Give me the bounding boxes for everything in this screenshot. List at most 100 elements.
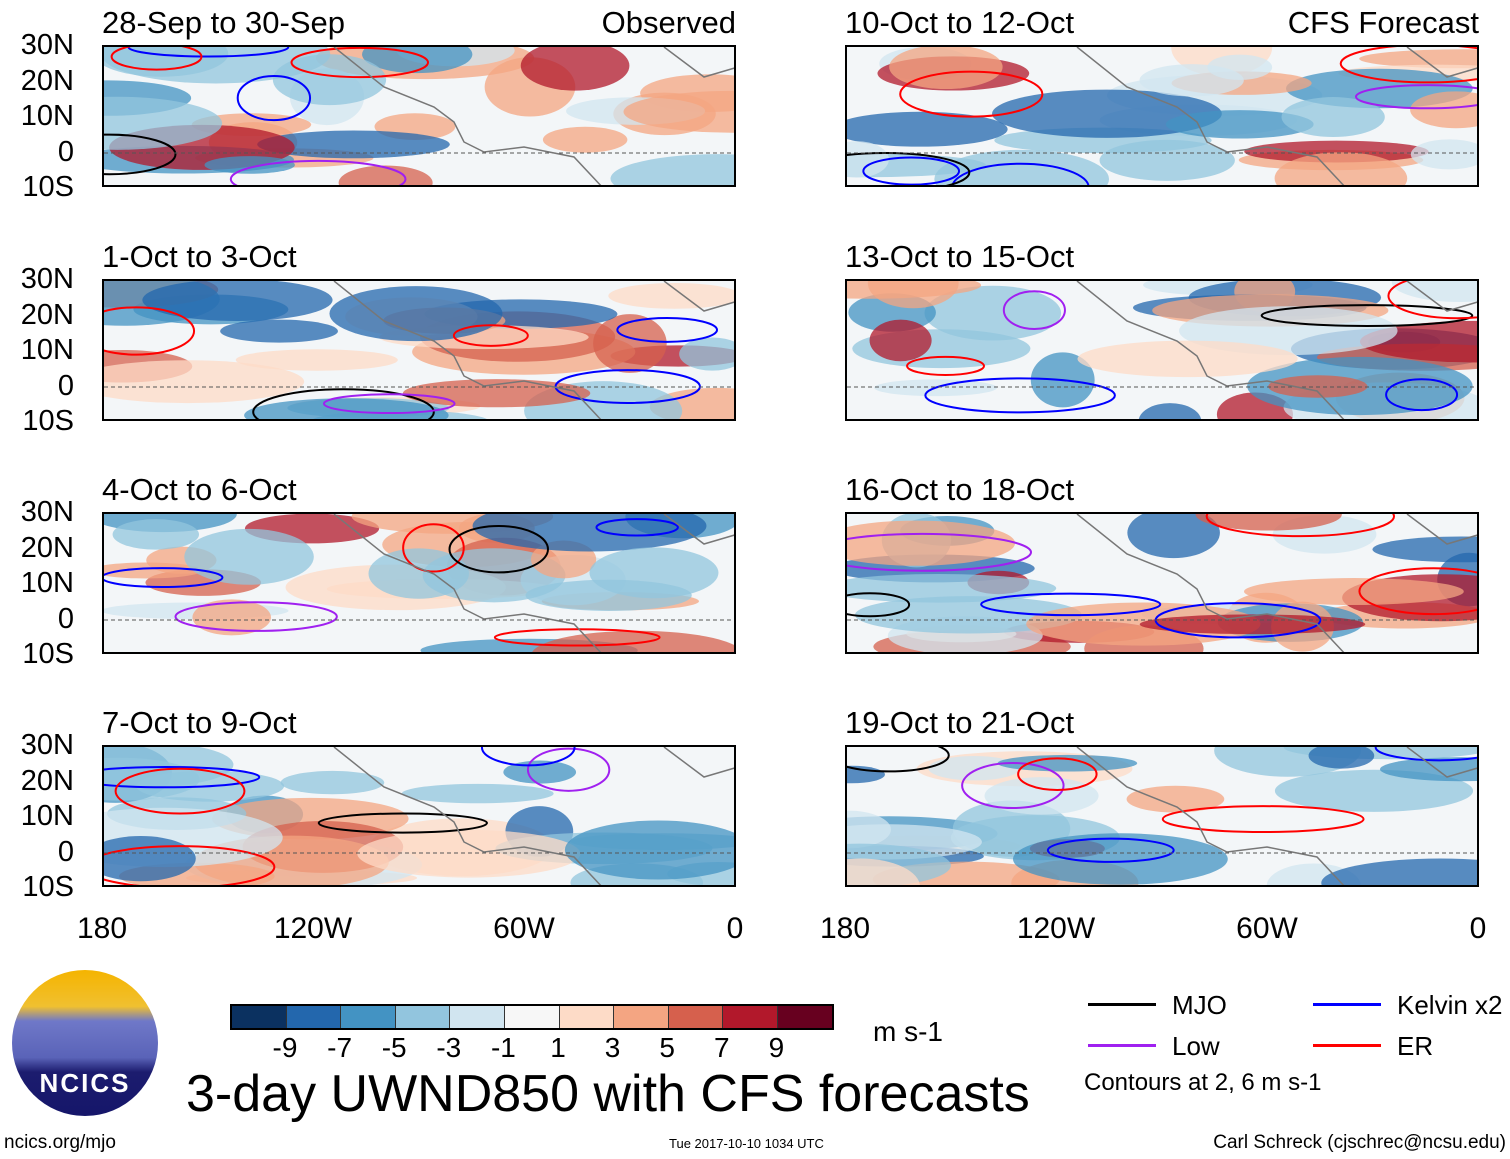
colorbar-units: m s-1 <box>873 1016 943 1047</box>
wind-anomaly-blob <box>1195 514 1342 531</box>
wave-contour <box>448 525 549 574</box>
colorbar-swatch <box>614 1006 669 1028</box>
map-panel <box>102 512 736 654</box>
colorbar-tick: -9 <box>272 1032 298 1063</box>
legend-label: MJO <box>1172 990 1227 1020</box>
lon-label: 120W <box>1016 912 1096 945</box>
colorbar <box>230 1004 834 1030</box>
colorbar-swatch <box>450 1006 505 1028</box>
wave-contour <box>847 592 911 618</box>
wave-contour <box>480 747 576 767</box>
colorbar-swatch <box>286 1006 342 1028</box>
wind-anomaly-blob <box>272 54 387 106</box>
lon-label: 0 <box>726 912 744 945</box>
colorbar-tick: 7 <box>714 1032 730 1063</box>
colorbar-tick: -3 <box>436 1032 462 1063</box>
wave-contour <box>1358 567 1477 616</box>
lat-label: 20N <box>20 64 74 97</box>
wave-contour <box>1260 304 1474 327</box>
wind-anomaly-blob <box>184 528 314 585</box>
wind-anomaly-blob <box>525 579 692 611</box>
legend-line-er <box>1313 1044 1381 1047</box>
panel-title: 7-Oct to 9-Oct <box>102 705 297 740</box>
legend-label: Kelvin x2 <box>1397 990 1503 1020</box>
wave-contour <box>110 47 203 71</box>
coastline <box>333 514 734 652</box>
wave-contour <box>847 747 950 773</box>
wave-contour <box>1161 805 1365 834</box>
wind-anomaly-blob <box>847 111 1008 147</box>
wave-contour <box>951 162 1090 185</box>
wind-anomaly-blob <box>520 47 630 91</box>
wind-anomaly-blob <box>1410 139 1477 170</box>
wave-contour <box>906 355 985 376</box>
wind-anomaly-blob <box>257 130 450 159</box>
wind-anomaly-blob <box>1308 747 1375 769</box>
map-panel <box>845 279 1479 421</box>
colorbar-swatch <box>777 1006 832 1028</box>
lat-label: 20N <box>20 531 74 564</box>
lat-label: 10S <box>22 871 74 903</box>
colorbar-tick: -1 <box>490 1032 516 1063</box>
wave-contour <box>452 324 529 347</box>
lat-label: 30N <box>20 29 74 61</box>
wind-anomaly-blob <box>855 596 1082 634</box>
lat-label: 10N <box>20 100 74 132</box>
lon-label: 180 <box>76 912 128 945</box>
wind-anomaly-blob <box>1013 833 1228 885</box>
wind-anomaly-blob <box>1321 858 1477 885</box>
wave-contour <box>322 393 456 415</box>
lon-label: 60W <box>493 912 555 945</box>
lat-label: 10N <box>20 567 74 599</box>
wind-anomaly-blob <box>204 156 295 174</box>
colorbar-tick: 9 <box>768 1032 785 1063</box>
wave-contour <box>104 133 177 176</box>
colorbar-swatch <box>232 1006 287 1028</box>
wind-anomaly-blob <box>924 285 1062 341</box>
legend-line-mjo <box>1088 1003 1156 1006</box>
wave-contour <box>104 766 261 789</box>
coastline <box>1076 281 1477 419</box>
wave-contour <box>1339 47 1477 84</box>
panel-title: 10-Oct to 12-Oct <box>845 5 1075 40</box>
wave-contour <box>493 628 661 647</box>
wind-anomaly-blob <box>235 349 398 371</box>
coastline <box>333 47 734 185</box>
wind-anomaly-blob <box>610 154 734 185</box>
wind-anomaly-blob <box>104 562 202 579</box>
lat-label: 0 <box>57 835 74 868</box>
wave-contour <box>104 845 276 885</box>
panel-title: 16-Oct to 18-Oct <box>845 472 1075 507</box>
wind-anomaly-blob <box>1244 578 1464 605</box>
coastline <box>1076 747 1477 885</box>
wave-contour <box>317 812 488 834</box>
lon-label: 120W <box>273 912 353 945</box>
colorbar-tick: -7 <box>327 1032 353 1063</box>
wind-anomaly-blob <box>192 599 271 636</box>
colorbar-swatch <box>668 1006 724 1028</box>
legend-label: Low <box>1172 1031 1220 1061</box>
wave-contour <box>1355 84 1477 110</box>
wind-anomaly-blob <box>928 756 1021 781</box>
panel-tag: CFS Forecast <box>1287 5 1479 40</box>
lon-label: 60W <box>1236 912 1298 945</box>
coastline <box>1076 47 1477 185</box>
wave-contour <box>104 306 196 356</box>
wind-anomaly-blob <box>1207 54 1273 80</box>
wind-anomaly-blob <box>472 514 707 552</box>
lat-label: 0 <box>57 602 74 635</box>
wind-anomaly-blob <box>1391 281 1477 303</box>
ncics-logo <box>12 970 158 1116</box>
map-panel <box>845 745 1479 887</box>
lon-label: 180 <box>819 912 871 945</box>
footer-author: Carl Schreck (cjschrec@ncsu.edu) <box>1213 1132 1506 1153</box>
wind-anomaly-blob <box>1359 49 1477 69</box>
wave-contour <box>1385 378 1459 412</box>
lat-label: 10N <box>20 800 74 832</box>
wind-anomaly-blob <box>542 126 628 153</box>
lat-label: 0 <box>57 369 74 402</box>
wind-anomaly-blob <box>1410 91 1477 129</box>
colorbar-tick: 3 <box>604 1032 621 1063</box>
wind-anomaly-blob <box>1165 110 1314 139</box>
wave-contour <box>1387 281 1477 320</box>
